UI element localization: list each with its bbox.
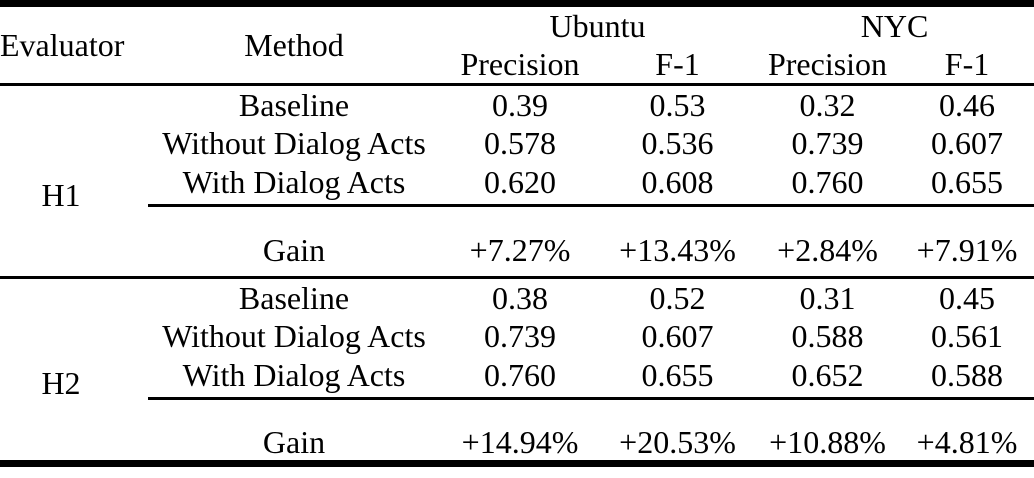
method-cell: Without Dialog Acts (162, 124, 426, 161)
value-cell: 0.52 (649, 280, 706, 317)
header-evaluator: Evaluator (0, 3, 148, 86)
method-cell: With Dialog Acts (148, 353, 440, 400)
header-group-ubuntu: Ubuntu (549, 7, 646, 44)
method-cell: Baseline (238, 87, 350, 124)
gain-value-cell: +2.84% (755, 205, 900, 279)
value-cell: 0.588 (791, 317, 864, 354)
header-nyc-f1: F-1 (900, 44, 1034, 86)
value-cell: 0.655 (900, 160, 1034, 207)
table-row: Without Dialog Acts 0.578 0.536 0.739 0.… (0, 125, 1034, 161)
value-cell: 0.578 (484, 124, 556, 161)
value-cell: 0.739 (484, 317, 556, 354)
gain-row: Gain +7.27% +13.43% +2.84% +7.91% (0, 205, 1034, 279)
table-row: Without Dialog Acts 0.739 0.607 0.588 0.… (0, 318, 1034, 354)
evaluator-cell-h1: H1 (0, 84, 148, 279)
value-cell: 0.760 (755, 160, 900, 207)
value-cell: 0.620 (440, 160, 600, 207)
gain-value-cell: +10.88% (769, 424, 886, 460)
header-ubuntu-precision: Precision (440, 44, 600, 86)
value-cell: 0.652 (755, 353, 900, 400)
value-cell: 0.655 (600, 353, 755, 400)
gain-value-cell: +7.91% (900, 205, 1034, 279)
method-cell: With Dialog Acts (148, 160, 440, 207)
gain-value-cell: +14.94% (461, 424, 579, 460)
value-cell: 0.53 (649, 87, 706, 124)
value-cell: 0.608 (600, 160, 755, 207)
gain-row: Gain +14.94% +20.53% +10.88% +4.81% (0, 399, 1034, 464)
value-cell: 0.46 (939, 87, 995, 124)
value-cell: 0.588 (900, 353, 1034, 400)
header-nyc-precision: Precision (755, 44, 900, 86)
gain-value-cell: +13.43% (600, 205, 755, 279)
value-cell: 0.760 (440, 353, 600, 400)
header-ubuntu-f1: F-1 (600, 44, 755, 86)
value-cell: 0.45 (939, 280, 995, 317)
header-method: Method (148, 3, 440, 86)
gain-value-cell: +4.81% (916, 424, 1018, 460)
header-group-nyc: NYC (860, 7, 929, 44)
header-row-groups: Evaluator Method Ubuntu NYC (0, 3, 1034, 86)
gain-value-cell: +7.27% (440, 205, 600, 279)
value-cell: 0.607 (931, 124, 1003, 161)
gain-value-cell: +20.53% (619, 424, 736, 460)
value-cell: 0.38 (492, 280, 548, 317)
value-cell: 0.739 (791, 124, 864, 161)
table-row: H2 Baseline 0.38 0.52 0.31 0.45 (0, 278, 1034, 401)
results-table: Evaluator Method Ubuntu NYC Precision F-… (0, 0, 1034, 467)
value-cell: 0.561 (931, 317, 1003, 354)
table-row: H1 Baseline 0.39 0.53 0.32 0.46 (0, 84, 1034, 279)
gain-label-cell: Gain (262, 424, 326, 460)
value-cell: 0.39 (492, 87, 548, 124)
method-cell: Baseline (238, 280, 350, 317)
value-cell: 0.31 (799, 280, 856, 317)
value-cell: 0.32 (799, 87, 856, 124)
table-row: With Dialog Acts 0.620 0.608 0.760 0.655 (0, 160, 1034, 207)
header-row-subcolumns: Precision F-1 Precision F-1 (0, 44, 1034, 86)
method-cell: Without Dialog Acts (162, 317, 426, 354)
evaluator-cell-h2: H2 (41, 365, 81, 401)
value-cell: 0.607 (641, 317, 714, 354)
gain-label-cell: Gain (148, 205, 440, 279)
value-cell: 0.536 (641, 124, 714, 161)
table-row: With Dialog Acts 0.760 0.655 0.652 0.588 (0, 353, 1034, 400)
